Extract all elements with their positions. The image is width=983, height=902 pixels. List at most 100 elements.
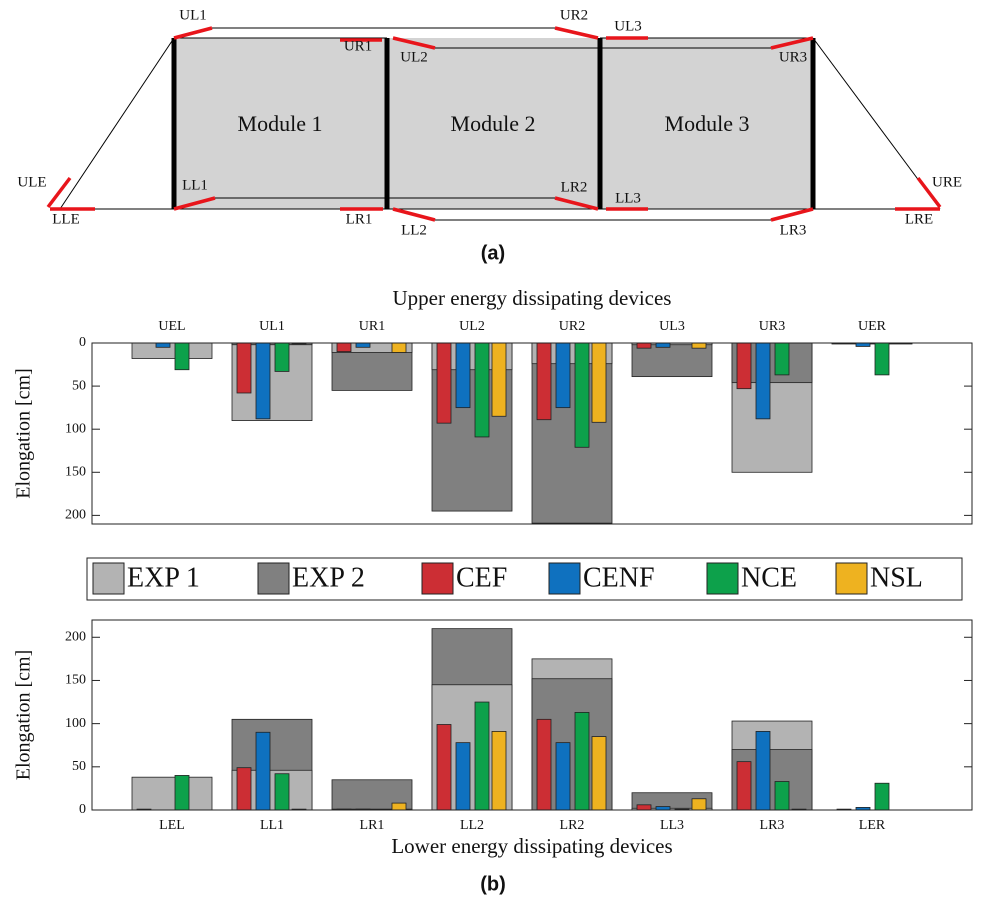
device bbox=[770, 207, 814, 222]
bar bbox=[474, 701, 490, 811]
x-tick-label: LEL bbox=[159, 818, 185, 833]
device bbox=[392, 207, 436, 222]
bar bbox=[636, 804, 652, 811]
bar bbox=[436, 724, 452, 811]
caption: (a) bbox=[481, 242, 505, 264]
legend-swatch bbox=[835, 562, 868, 595]
device bbox=[916, 176, 942, 209]
legend-swatch bbox=[421, 562, 454, 595]
bar bbox=[274, 342, 290, 372]
bar bbox=[391, 802, 407, 811]
bar bbox=[874, 342, 890, 376]
bar bbox=[174, 775, 190, 811]
bar bbox=[755, 731, 771, 811]
bar bbox=[491, 342, 507, 417]
bar bbox=[255, 731, 271, 811]
bar bbox=[236, 342, 252, 394]
legend-label: EXP 2 bbox=[292, 562, 365, 593]
device bbox=[554, 26, 599, 40]
y-axis-label: Elongation [cm] bbox=[13, 650, 35, 781]
bar bbox=[591, 736, 607, 811]
bar bbox=[436, 342, 452, 424]
bar bbox=[491, 731, 507, 811]
bar bbox=[736, 342, 752, 390]
y-tick-label: 150 bbox=[65, 465, 86, 480]
legend-label: CENF bbox=[583, 562, 655, 593]
x-axis-label: Lower energy dissipating devices bbox=[391, 834, 672, 858]
device-label: URE bbox=[932, 174, 962, 190]
bar bbox=[574, 712, 590, 811]
device bbox=[770, 36, 814, 50]
device-label: UR2 bbox=[560, 7, 588, 23]
x-tick-label: UR1 bbox=[359, 319, 385, 334]
x-tick-label: UL3 bbox=[659, 319, 685, 334]
x-tick-label: LR1 bbox=[360, 818, 385, 833]
x-tick-label: LL2 bbox=[460, 818, 484, 833]
device-label: LLE bbox=[52, 211, 80, 227]
bar bbox=[655, 806, 671, 811]
legend-swatch bbox=[257, 562, 290, 595]
x-tick-label: UL1 bbox=[259, 319, 285, 334]
module-box bbox=[600, 38, 813, 209]
device-label: UL2 bbox=[400, 49, 428, 65]
bar bbox=[855, 342, 871, 347]
device bbox=[392, 36, 436, 50]
legend-label: CEF bbox=[456, 562, 507, 593]
bar bbox=[131, 776, 213, 811]
bar bbox=[574, 342, 590, 448]
y-tick-label: 200 bbox=[65, 508, 86, 523]
x-tick-label: UL2 bbox=[459, 319, 485, 334]
x-tick-label: LL3 bbox=[660, 818, 684, 833]
bar bbox=[536, 718, 552, 811]
bar bbox=[691, 798, 707, 811]
bar bbox=[536, 342, 552, 421]
legend-label: EXP 1 bbox=[127, 562, 200, 593]
legend-box bbox=[86, 557, 963, 601]
chart-title: Upper energy dissipating devices bbox=[393, 286, 672, 310]
bar bbox=[631, 342, 713, 378]
module-label: Module 3 bbox=[665, 111, 750, 136]
y-tick-label: 50 bbox=[72, 759, 86, 774]
device bbox=[46, 176, 72, 209]
bar bbox=[174, 342, 190, 371]
bar bbox=[755, 342, 771, 420]
device-label: LR2 bbox=[561, 179, 588, 195]
bar bbox=[655, 342, 671, 348]
device-label: LL1 bbox=[182, 177, 208, 193]
y-tick-label: 150 bbox=[65, 673, 86, 688]
axes-frame bbox=[91, 342, 973, 525]
bar bbox=[555, 742, 571, 811]
y-tick-label: 0 bbox=[79, 335, 86, 350]
y-axis-label: Elongation [cm] bbox=[13, 368, 35, 499]
bar bbox=[455, 742, 471, 811]
module-label: Module 1 bbox=[238, 111, 323, 136]
bar bbox=[131, 342, 213, 359]
x-tick-label: UR2 bbox=[559, 319, 585, 334]
bar bbox=[591, 342, 607, 423]
module-box bbox=[174, 38, 387, 209]
device bbox=[173, 26, 213, 40]
bar bbox=[391, 342, 407, 353]
bar bbox=[336, 342, 352, 353]
device-label: LR3 bbox=[780, 222, 807, 238]
device-label: UL3 bbox=[614, 18, 642, 34]
x-tick-label: LER bbox=[859, 818, 886, 833]
bar bbox=[255, 342, 271, 420]
diagram: Module 1 Module 2 Module 3 (a) bbox=[46, 26, 942, 264]
bar bbox=[236, 767, 252, 811]
bar bbox=[555, 342, 571, 409]
device-label: UR1 bbox=[344, 38, 372, 54]
plot bbox=[91, 342, 973, 525]
bar bbox=[274, 773, 290, 811]
bar bbox=[736, 761, 752, 811]
x-tick-label: LR3 bbox=[760, 818, 785, 833]
module-label: Module 2 bbox=[451, 111, 536, 136]
device-label: ULE bbox=[17, 174, 46, 190]
bar bbox=[774, 342, 790, 376]
x-tick-label: LL1 bbox=[260, 818, 284, 833]
legend-label: NSL bbox=[870, 562, 923, 593]
plot bbox=[91, 619, 973, 811]
device-label: UL1 bbox=[179, 7, 207, 23]
device bbox=[554, 196, 599, 211]
